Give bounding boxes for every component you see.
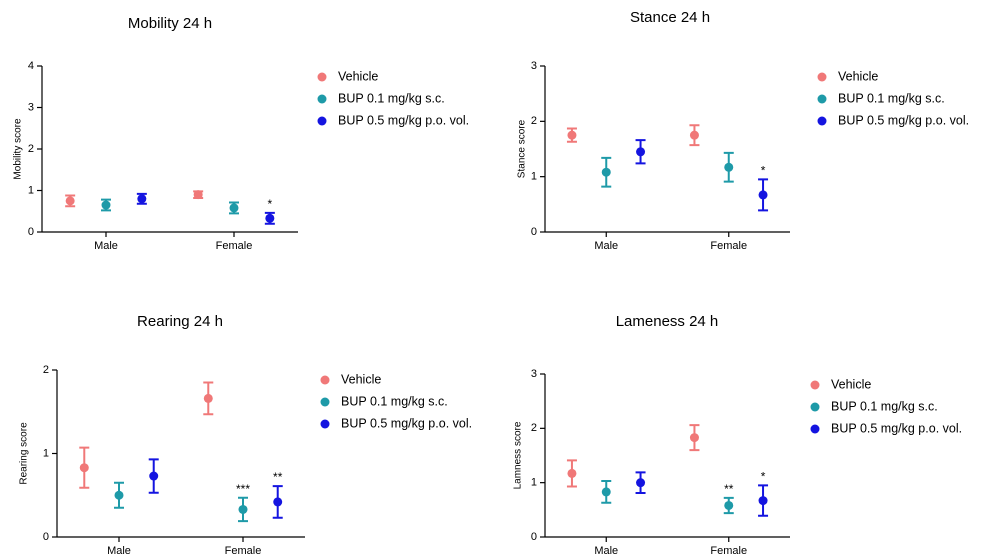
- data-point: [758, 190, 768, 200]
- data-point: [137, 194, 147, 204]
- y-tick-label: 0: [531, 531, 537, 543]
- legend-marker: [817, 116, 827, 126]
- legend-label: Vehicle: [341, 372, 381, 386]
- x-tick-label: Male: [594, 545, 618, 557]
- legend-marker: [810, 402, 820, 412]
- y-tick-label: 1: [531, 171, 537, 183]
- y-tick-label: 1: [28, 184, 34, 196]
- y-tick-label: 0: [28, 226, 34, 238]
- legend-label: BUP 0.5 mg/kg p.o. vol.: [831, 421, 962, 435]
- significance-label: *: [761, 470, 766, 484]
- data-point: [265, 213, 275, 223]
- x-tick-label: Female: [710, 240, 747, 252]
- legend-label: BUP 0.1 mg/kg s.c.: [838, 91, 945, 105]
- data-point: [758, 496, 768, 506]
- data-point: [601, 487, 611, 497]
- y-axis-label: Rearing score: [19, 422, 30, 485]
- y-tick-label: 4: [28, 60, 34, 72]
- legend-label: Vehicle: [338, 69, 378, 83]
- significance-label: ***: [236, 482, 250, 496]
- legend-marker: [810, 380, 820, 390]
- data-point: [636, 147, 646, 157]
- chart-panel: Lameness 24 h Lamness score 0 1 2 3 Male Female…: [513, 313, 962, 557]
- data-point: [689, 433, 699, 443]
- x-tick-label: Male: [94, 240, 118, 252]
- data-point: [273, 497, 283, 507]
- data-point: [724, 500, 734, 510]
- chart-title: Stance 24 h: [630, 9, 710, 26]
- data-point: [724, 162, 734, 172]
- chart-panel: Mobility 24 h Mobility score 0 1 2 3 4 Male Fema…: [13, 15, 469, 252]
- legend-label: BUP 0.5 mg/kg p.o. vol.: [338, 113, 469, 127]
- y-tick-label: 3: [531, 368, 537, 380]
- chart-panel: Stance 24 h Stance score 0 1 2 3 Male Female Veh…: [517, 9, 969, 252]
- legend-marker: [810, 424, 820, 434]
- x-tick-label: Female: [710, 545, 747, 557]
- x-tick-label: Male: [594, 240, 618, 252]
- legend-label: BUP 0.1 mg/kg s.c.: [338, 91, 445, 105]
- y-axis-label: Stance score: [517, 119, 528, 178]
- legend-label: Vehicle: [831, 377, 871, 391]
- chart-title: Lameness 24 h: [616, 313, 719, 330]
- y-tick-label: 0: [43, 531, 49, 543]
- chart-title: Mobility 24 h: [128, 15, 212, 32]
- y-tick-label: 2: [28, 143, 34, 155]
- significance-label: *: [761, 164, 766, 178]
- data-point: [567, 468, 577, 478]
- data-point: [203, 393, 213, 403]
- data-point: [149, 471, 159, 481]
- y-tick-label: 2: [531, 422, 537, 434]
- legend-label: BUP 0.1 mg/kg s.c.: [341, 394, 448, 408]
- y-tick-label: 0: [531, 226, 537, 238]
- legend-marker: [320, 397, 330, 407]
- legend-marker: [320, 375, 330, 385]
- significance-label: *: [268, 197, 273, 211]
- y-tick-label: 3: [531, 60, 537, 72]
- y-tick-label: 1: [43, 447, 49, 459]
- significance-label: **: [724, 482, 734, 496]
- data-point: [567, 130, 577, 140]
- x-tick-label: Male: [107, 545, 131, 557]
- legend-label: BUP 0.5 mg/kg p.o. vol.: [341, 416, 472, 430]
- data-point: [193, 190, 203, 200]
- data-point: [229, 203, 239, 213]
- significance-label: **: [273, 470, 283, 484]
- legend-label: Vehicle: [838, 69, 878, 83]
- legend-label: BUP 0.1 mg/kg s.c.: [831, 399, 938, 413]
- x-tick-label: Female: [225, 545, 262, 557]
- data-point: [65, 196, 75, 206]
- legend-marker: [317, 72, 327, 82]
- legend-marker: [317, 116, 327, 126]
- y-tick-label: 3: [28, 101, 34, 113]
- y-tick-label: 2: [43, 364, 49, 376]
- y-axis-label: Lamness score: [513, 421, 524, 489]
- data-point: [114, 490, 124, 500]
- data-point: [101, 200, 111, 210]
- y-tick-label: 1: [531, 477, 537, 489]
- y-tick-label: 2: [531, 115, 537, 127]
- data-point: [689, 130, 699, 140]
- data-point: [636, 478, 646, 488]
- data-point: [79, 463, 89, 473]
- legend-marker: [320, 419, 330, 429]
- y-axis-label: Mobility score: [13, 118, 24, 180]
- chart-title: Rearing 24 h: [137, 313, 223, 330]
- chart-panel: Rearing 24 h Rearing score 0 1 2 Male Female Ve…: [19, 313, 472, 557]
- legend-marker: [317, 94, 327, 104]
- legend-label: BUP 0.5 mg/kg p.o. vol.: [838, 113, 969, 127]
- legend-marker: [817, 72, 827, 82]
- legend-marker: [817, 94, 827, 104]
- x-tick-label: Female: [216, 240, 253, 252]
- data-point: [238, 504, 248, 514]
- data-point: [601, 167, 611, 177]
